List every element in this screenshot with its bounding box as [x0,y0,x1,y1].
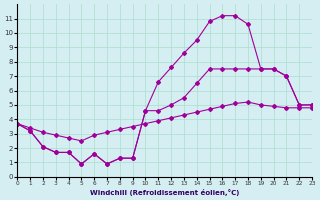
X-axis label: Windchill (Refroidissement éolien,°C): Windchill (Refroidissement éolien,°C) [90,189,239,196]
